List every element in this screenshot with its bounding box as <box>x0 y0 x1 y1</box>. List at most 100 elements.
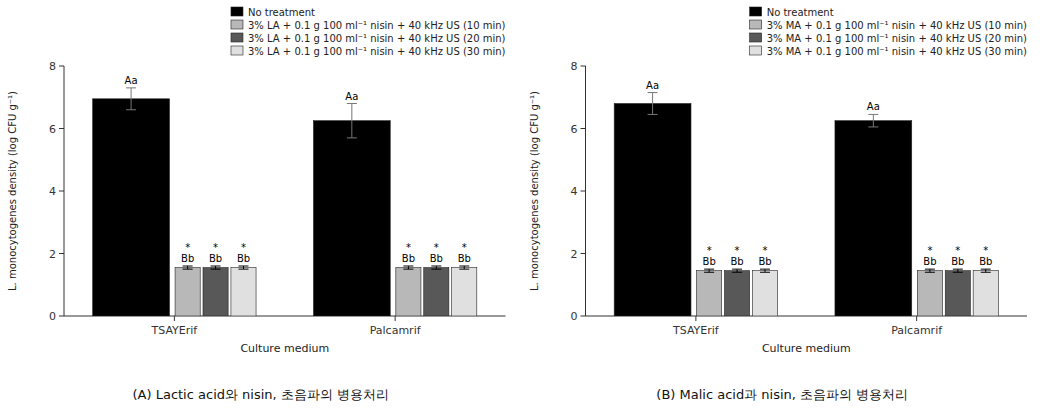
bar <box>313 121 390 316</box>
legend-label: No treatment <box>767 7 834 18</box>
error-line <box>351 104 352 138</box>
plot-area <box>93 88 477 316</box>
title: (A) Lactic acid와 nisin, 초음파의 병용처리 <box>133 387 390 402</box>
error-cap <box>953 272 963 273</box>
error-cap <box>403 269 413 270</box>
error-cap <box>648 92 658 93</box>
error-cap <box>981 272 991 273</box>
error-cap <box>981 269 991 270</box>
y-axis-line <box>64 66 65 316</box>
error-cap <box>403 266 413 267</box>
error-cap <box>704 269 714 270</box>
error-bar <box>183 266 193 269</box>
legend-swatch <box>750 20 762 29</box>
legend-label: 3% LA + 0.1 g 100 ml⁻¹ nisin + 40 kHz US… <box>248 46 506 57</box>
y-tick-label: 0 <box>49 310 56 323</box>
annotation: Bb <box>209 253 222 264</box>
annotation: * <box>241 242 246 253</box>
annotation: * <box>927 245 932 256</box>
bar <box>175 268 200 316</box>
error-cap <box>126 87 136 88</box>
annotation: Bb <box>181 253 194 264</box>
x-tick-label: TSAYErif <box>672 324 720 337</box>
legend-swatch <box>231 20 243 29</box>
annotation: * <box>462 242 467 253</box>
legend: No treatment 3% MA + 0.1 g 100 ml⁻¹ nisin… <box>750 7 1027 57</box>
bar <box>724 271 749 316</box>
bar <box>917 271 942 316</box>
error-cap <box>704 272 714 273</box>
error-bar <box>981 269 991 272</box>
annotations: AaBb*Bb*Bb*AaBb*Bb*Bb* <box>125 75 471 264</box>
error-cap <box>732 272 742 273</box>
y-tick <box>59 66 64 67</box>
legend-swatch <box>231 33 243 42</box>
bar <box>973 271 998 316</box>
annotation: Bb <box>923 256 936 267</box>
annotation: Aa <box>345 91 358 102</box>
title: (B) Malic acid과 nisin, 초음파의 병용처리 <box>656 387 908 402</box>
legend-swatch <box>231 46 243 55</box>
annotation: Bb <box>430 253 443 264</box>
y-tick <box>59 316 64 317</box>
error-bar <box>403 266 413 269</box>
y-tick-label: 4 <box>571 185 578 198</box>
legend-swatch <box>231 7 243 16</box>
annotation: Bb <box>951 256 964 267</box>
annotation: Bb <box>979 256 992 267</box>
error-bar <box>704 269 714 272</box>
error-line <box>873 114 874 127</box>
error-bar <box>953 269 963 272</box>
x-tick <box>395 316 396 321</box>
annotation: Bb <box>458 253 471 264</box>
error-cap <box>183 266 193 267</box>
annotation: * <box>983 245 988 256</box>
legend-label: 3% MA + 0.1 g 100 ml⁻¹ nisin + 40 kHz US… <box>767 20 1027 31</box>
annotation: * <box>213 242 218 253</box>
error-cap <box>126 109 136 110</box>
error-cap <box>347 103 357 104</box>
error-cap <box>211 266 221 267</box>
bar <box>945 271 970 316</box>
error-bar <box>648 93 658 115</box>
bar <box>697 271 722 316</box>
error-cap <box>868 126 878 127</box>
bar <box>452 268 477 316</box>
error-bar <box>126 88 136 110</box>
annotation: Bb <box>402 253 415 264</box>
annotation: Bb <box>758 256 771 267</box>
y-tick-label: 8 <box>49 60 56 73</box>
y-tick-label: 6 <box>49 123 56 136</box>
error-cap <box>760 269 770 270</box>
annotation: Aa <box>646 80 659 91</box>
plot-area <box>614 93 998 316</box>
bar <box>396 268 421 316</box>
error-cap <box>459 266 469 267</box>
y-tick-label: 2 <box>49 248 56 261</box>
y-tick <box>581 316 586 317</box>
error-cap <box>431 269 441 270</box>
error-line <box>652 93 653 115</box>
error-cap <box>648 114 658 115</box>
figure: 02468L. monocytogenes density (log CFU g… <box>0 0 1043 409</box>
annotations: AaBb*Bb*Bb*AaBb*Bb*Bb* <box>646 80 992 268</box>
error-bar <box>431 266 441 269</box>
error-bar <box>238 266 248 269</box>
error-bar <box>925 269 935 272</box>
x-tick <box>695 316 696 321</box>
x-tick <box>916 316 917 321</box>
legend-label: No treatment <box>248 7 315 18</box>
legend-label: 3% MA + 0.1 g 100 ml⁻¹ nisin + 40 kHz US… <box>767 33 1027 44</box>
annotation: * <box>185 242 190 253</box>
error-cap <box>459 269 469 270</box>
error-cap <box>211 269 221 270</box>
annotation: * <box>707 245 712 256</box>
error-cap <box>925 269 935 270</box>
y-tick-label: 8 <box>571 60 578 73</box>
y-tick-label: 0 <box>571 310 578 323</box>
error-cap <box>925 272 935 273</box>
y-tick <box>581 191 586 192</box>
legend: No treatment 3% LA + 0.1 g 100 ml⁻¹ nisin… <box>231 7 506 57</box>
bar <box>93 99 170 316</box>
error-cap <box>183 269 193 270</box>
